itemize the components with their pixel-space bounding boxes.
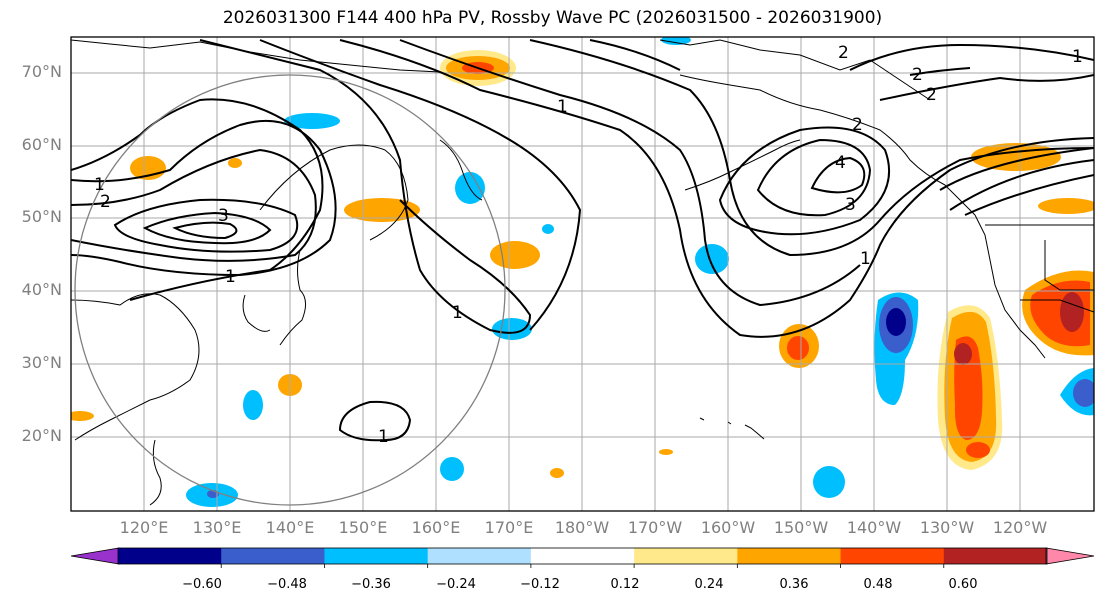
positive-anomaly (550, 468, 564, 478)
colorbar-tick-label: −0.48 (267, 577, 307, 592)
colorbar-extend-max (1045, 547, 1095, 565)
colorbar-tick-label: 0.12 (610, 577, 640, 592)
colorbar-outline (117, 547, 1048, 565)
contour-label: 1 (557, 97, 568, 117)
negative-anomaly (243, 390, 263, 420)
negative-anomaly (1073, 379, 1094, 407)
lat-label: 30°N (21, 353, 62, 372)
contour-label: 3 (845, 195, 856, 215)
map-title: 2026031300 F144 400 hPa PV, Rossby Wave … (222, 8, 883, 28)
lon-label: 120°W (992, 518, 1048, 537)
contour-label: 2 (838, 43, 849, 63)
contour-label: 2 (912, 65, 923, 85)
lon-label: 150°W (773, 518, 829, 537)
lat-label: 40°N (21, 280, 62, 299)
colorbar (70, 547, 1095, 568)
colorbar-segment (118, 548, 222, 564)
contour-label: 1 (94, 175, 105, 195)
positive-anomaly (1060, 292, 1084, 332)
colorbar-segment (427, 548, 532, 564)
pv-contours (71, 39, 1094, 442)
colorbar-segment (943, 548, 1048, 564)
lon-label: 130°W (919, 518, 975, 537)
positive-anomaly (1038, 198, 1094, 214)
lon-label: 160°W (700, 518, 756, 537)
colorbar-tick-label: 0.48 (863, 577, 893, 592)
colorbar-tick-label: −0.36 (351, 577, 391, 592)
colorbar-segment (221, 548, 325, 564)
positive-anomaly (966, 442, 990, 458)
positive-anomaly (228, 158, 242, 168)
map-frame (70, 36, 1095, 512)
lon-label: 150°E (338, 518, 388, 537)
lon-label: 170°W (627, 518, 683, 537)
colorbar-segment (530, 548, 635, 564)
lat-label: 50°N (21, 207, 62, 226)
negative-anomaly (886, 308, 906, 336)
negative-anomaly (542, 224, 554, 234)
contour-label: 2 (852, 115, 863, 135)
lat-label: 60°N (21, 135, 62, 154)
negative-anomaly (661, 37, 691, 45)
contour-label: 1 (452, 303, 463, 323)
lon-label: 140°E (265, 518, 315, 537)
contour-label: 1 (225, 267, 236, 287)
contour-label: 1 (378, 427, 389, 447)
contour-label: 2 (100, 192, 111, 212)
colorbar-tick-label: 0.36 (779, 577, 809, 592)
negative-anomaly (284, 113, 340, 129)
contour-label: 1 (860, 249, 871, 269)
positive-anomaly (490, 241, 540, 269)
colorbar-segment (324, 548, 429, 564)
lat-label: 70°N (21, 62, 62, 81)
lon-label: 140°W (846, 518, 902, 537)
colorbar-tick-label: −0.24 (436, 577, 476, 592)
coastlines (71, 39, 1094, 506)
lon-label: 160°E (411, 518, 461, 537)
lon-label: 180°W (554, 518, 610, 537)
colorbar-tick-label: −0.60 (182, 577, 222, 592)
colorbar-extend-min (70, 547, 120, 565)
contour-label: 2 (926, 85, 937, 105)
region-circle (74, 74, 506, 506)
colorbar-segment (634, 548, 738, 564)
colorbar-tick-label: −0.12 (520, 577, 560, 592)
lat-label: 20°N (21, 426, 62, 445)
positive-anomaly (71, 411, 94, 421)
positive-anomaly (954, 343, 972, 365)
colorbar-tick-label: 0.60 (948, 577, 978, 592)
graticule (71, 37, 1094, 511)
colorbar-segment (840, 548, 945, 564)
colorbar-tick-label: 0.24 (694, 577, 724, 592)
negative-anomaly (813, 466, 845, 498)
lon-label: 130°E (192, 518, 242, 537)
positive-anomaly (787, 336, 809, 360)
lon-label: 120°E (119, 518, 169, 537)
contour-label: 1 (1072, 47, 1083, 67)
contour-label-layer: 1 2 3 1 1 1 1 4 3 2 2 2 2 1 1 (94, 43, 1083, 447)
negative-anomaly (492, 318, 532, 340)
positive-anomaly (659, 449, 673, 455)
lon-label: 170°E (484, 518, 534, 537)
negative-anomaly (695, 244, 729, 274)
negative-anomaly (440, 457, 464, 481)
contour-label: 4 (835, 153, 846, 173)
map-area: 1 2 3 1 1 1 1 4 3 2 2 2 2 1 1 (71, 37, 1094, 511)
colorbar-segment (737, 548, 842, 564)
contour-label: 3 (218, 206, 229, 226)
